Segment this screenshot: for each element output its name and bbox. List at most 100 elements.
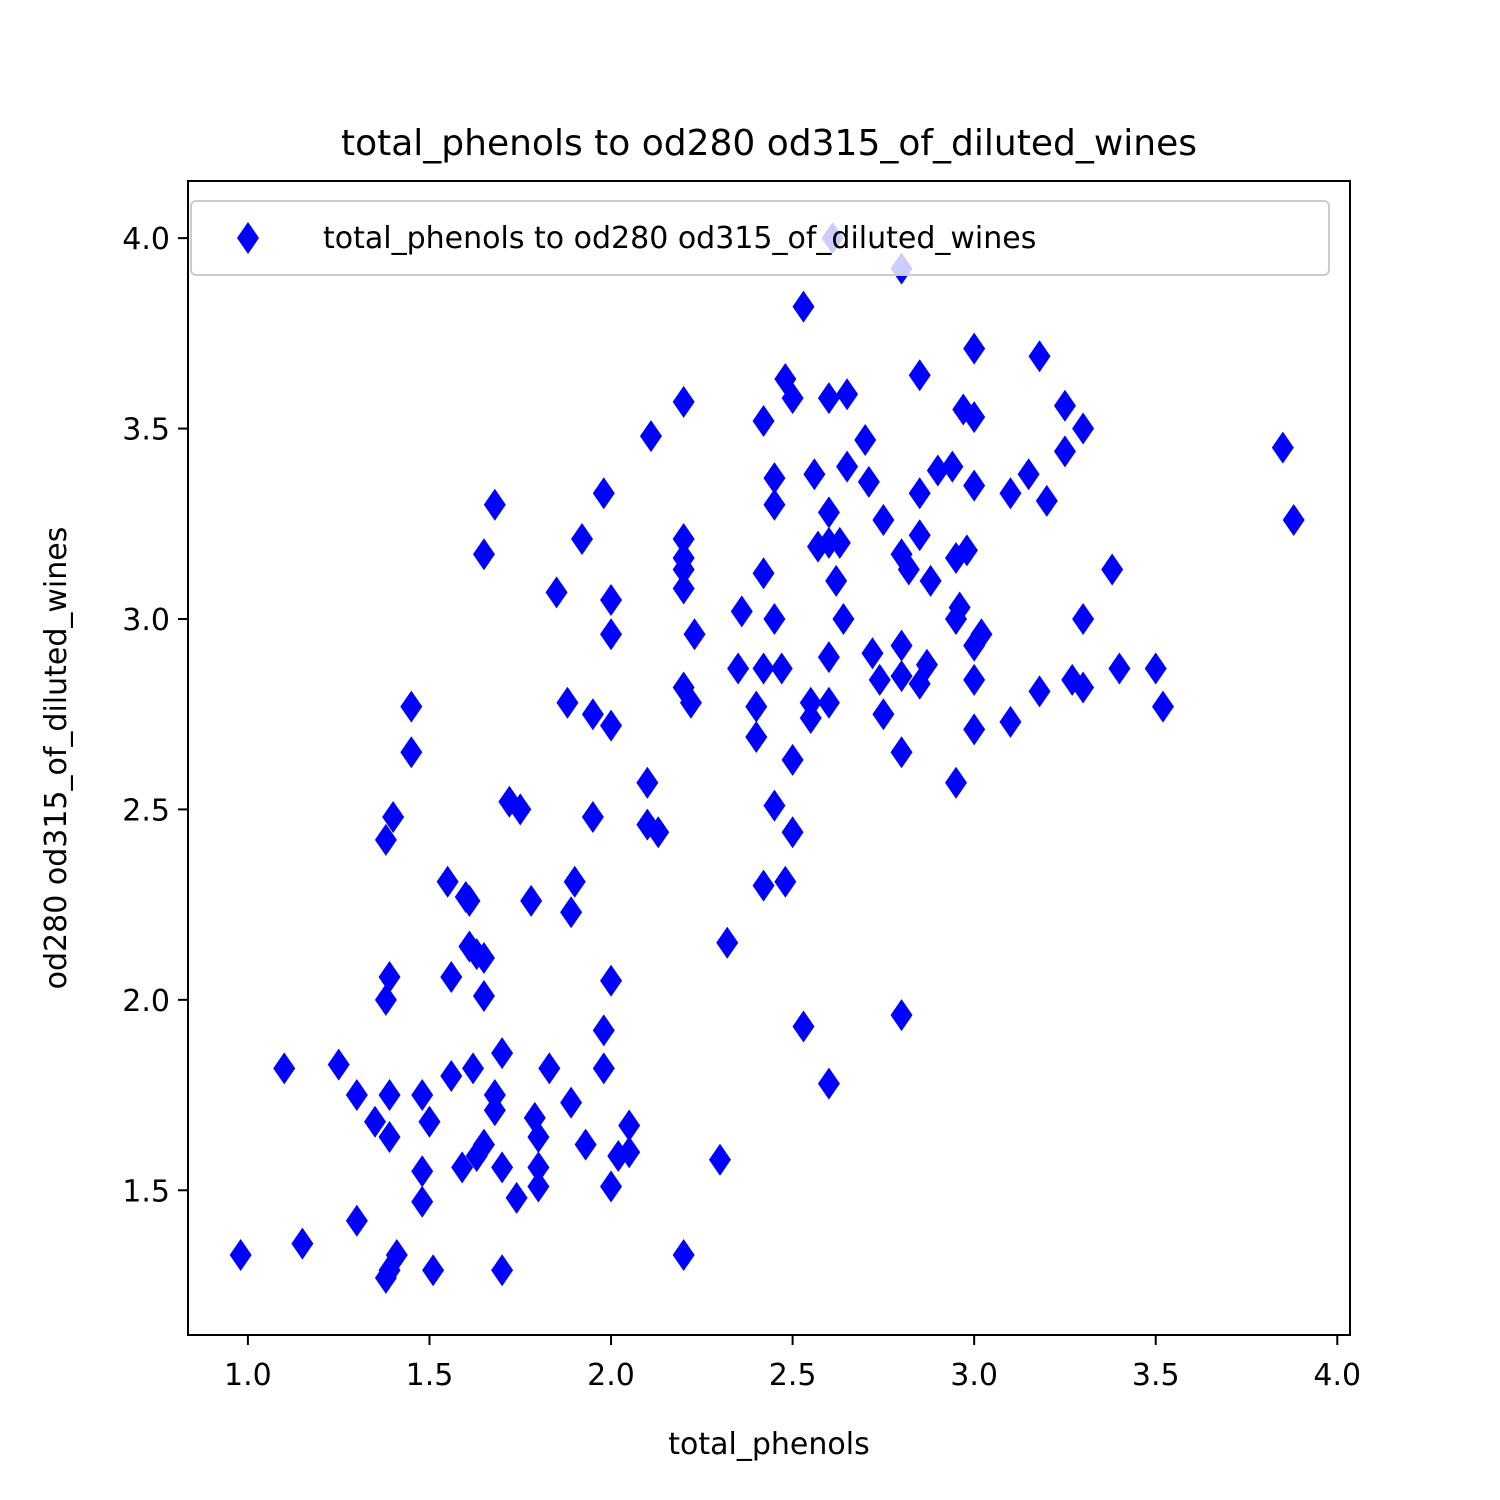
data-point — [836, 378, 859, 411]
x-tick-label: 2.5 — [769, 1358, 817, 1393]
data-point — [1271, 431, 1294, 464]
data-point — [672, 572, 695, 605]
data-point — [472, 941, 495, 974]
data-point — [672, 523, 695, 556]
y-tick-label: 2.5 — [122, 793, 170, 828]
data-point — [345, 1079, 368, 1112]
data-point — [639, 420, 662, 453]
y-tick-label: 2.0 — [122, 984, 170, 1019]
data-point — [592, 477, 615, 510]
data-point — [963, 469, 986, 502]
data-point — [763, 602, 786, 635]
data-point — [411, 1155, 434, 1188]
data-point — [752, 557, 775, 590]
legend-box — [190, 200, 1330, 276]
data-point — [374, 983, 397, 1016]
data-point — [781, 816, 804, 849]
data-point — [538, 1052, 561, 1085]
data-point — [1144, 652, 1167, 685]
data-point — [908, 519, 931, 552]
data-point — [600, 583, 623, 616]
data-point — [581, 801, 604, 834]
data-point — [727, 652, 750, 685]
data-point — [836, 450, 859, 483]
data-point — [828, 526, 851, 559]
plot-area-frame — [187, 180, 1351, 1336]
y-axis-label: od280 od315_of_diluted_wines — [39, 527, 74, 990]
data-point — [440, 1060, 463, 1093]
data-point — [1035, 484, 1058, 517]
data-point — [897, 553, 920, 586]
data-point — [570, 523, 593, 556]
data-point — [745, 690, 768, 723]
legend-marker-icon — [237, 222, 259, 254]
data-point — [491, 1037, 514, 1070]
data-point — [963, 713, 986, 746]
data-point — [890, 660, 913, 693]
chart-title: total_phenols to od280 od315_of_diluted_… — [341, 123, 1197, 164]
data-point — [345, 1204, 368, 1237]
data-point — [574, 1128, 597, 1161]
data-point — [1017, 458, 1040, 491]
data-point — [817, 382, 840, 415]
data-point — [774, 865, 797, 898]
data-point — [592, 1052, 615, 1085]
data-point — [229, 1239, 252, 1272]
data-point — [792, 290, 815, 323]
data-point — [890, 629, 913, 662]
data-point — [908, 667, 931, 700]
data-point — [763, 488, 786, 521]
data-point — [556, 686, 579, 719]
data-point — [825, 564, 848, 597]
data-point — [781, 743, 804, 776]
data-point — [854, 423, 877, 456]
data-point — [1151, 690, 1174, 723]
data-point — [752, 404, 775, 437]
data-point — [378, 960, 401, 993]
data-point — [527, 1170, 550, 1203]
data-point — [520, 884, 543, 917]
data-point — [545, 576, 568, 609]
data-point — [963, 629, 986, 662]
x-tick-label: 2.0 — [587, 1358, 635, 1393]
data-point — [890, 999, 913, 1032]
data-point — [999, 705, 1022, 738]
data-point — [636, 766, 659, 799]
data-point — [770, 652, 793, 685]
data-point — [817, 686, 840, 719]
legend-label: total_phenols to od280 od315_of_diluted_… — [323, 221, 1036, 256]
data-point — [374, 823, 397, 856]
data-point — [730, 595, 753, 628]
data-point — [527, 1120, 550, 1153]
data-point — [1028, 340, 1051, 373]
data-point — [607, 1139, 630, 1172]
y-tick-label: 3.5 — [122, 413, 170, 448]
data-point — [1053, 435, 1076, 468]
data-point — [672, 385, 695, 418]
data-point — [926, 454, 949, 487]
data-point — [908, 477, 931, 510]
data-point — [919, 564, 942, 597]
data-point — [1101, 553, 1124, 586]
data-point — [817, 496, 840, 529]
data-point — [411, 1079, 434, 1112]
data-point — [672, 553, 695, 586]
data-point — [483, 488, 506, 521]
data-point — [832, 602, 855, 635]
data-point — [999, 477, 1022, 510]
data-point — [745, 721, 768, 754]
data-point — [472, 980, 495, 1013]
data-point — [581, 698, 604, 731]
data-point — [382, 801, 405, 834]
data-point — [672, 1239, 695, 1272]
data-point — [600, 964, 623, 997]
data-point — [527, 1151, 550, 1184]
data-point — [400, 690, 423, 723]
data-point — [440, 960, 463, 993]
data-point — [1072, 412, 1095, 445]
data-point — [708, 1143, 731, 1176]
data-point — [618, 1109, 641, 1142]
data-point — [1108, 652, 1131, 685]
data-point — [647, 816, 670, 849]
